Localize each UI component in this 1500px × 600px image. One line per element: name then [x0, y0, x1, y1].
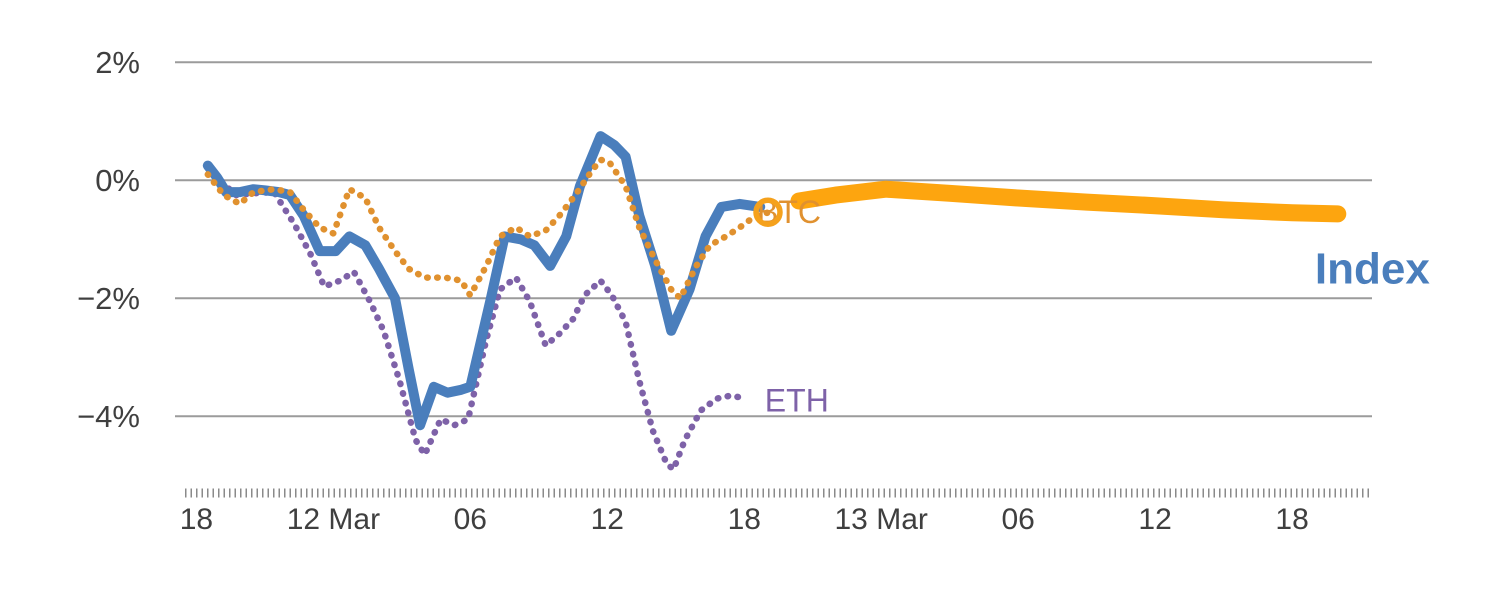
x-tick-label: 18 [1275, 503, 1308, 536]
x-tick-label: 18 [180, 503, 213, 536]
y-tick-label: −4% [77, 399, 140, 434]
x-tick-label: 06 [454, 503, 487, 536]
x-tick-label: 12 [591, 503, 624, 536]
series-marker-btc [753, 197, 783, 227]
y-tick-label: −2% [77, 281, 140, 316]
y-tick-label: 2% [95, 45, 140, 80]
x-tick-label: 12 [1138, 503, 1171, 536]
x-tick-label: 18 [728, 503, 761, 536]
series-label-eth: ETH [765, 382, 829, 418]
series-btc-extended-line [790, 180, 1347, 223]
series-btc-line [204, 156, 771, 302]
x-tick-label: 12 Mar [287, 503, 380, 536]
x-tick-label: 13 Mar [835, 503, 928, 536]
x-tick-label: 06 [1002, 503, 1035, 536]
series-label-index: Index [1315, 244, 1430, 293]
series-eth-line [211, 171, 750, 473]
y-tick-label: 0% [95, 163, 140, 198]
